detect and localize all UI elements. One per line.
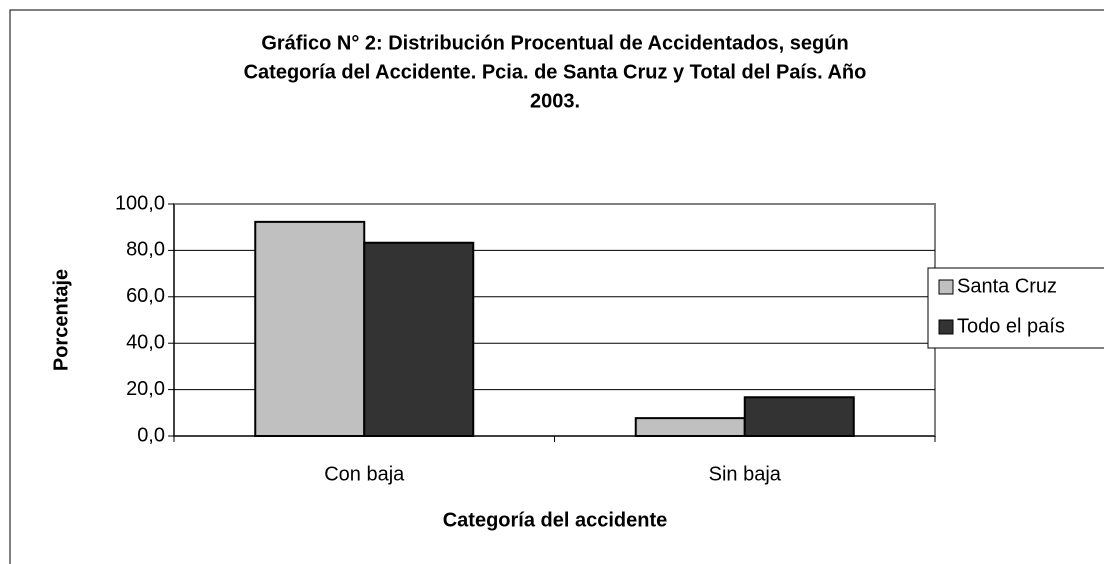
y-tick-label: 40,0 [126, 331, 165, 353]
chart-title: Categoría del Accidente. Pcia. de Santa … [244, 61, 867, 83]
bar [634, 417, 746, 437]
y-tick-label: 60,0 [126, 285, 165, 307]
legend-swatch [938, 279, 954, 295]
legend-label: Todo el país [957, 315, 1065, 337]
y-tick-label: 100,0 [115, 192, 165, 214]
x-tick-label: Con baja [324, 463, 405, 485]
bar [254, 220, 366, 437]
x-tick-label: Sin baja [709, 463, 782, 485]
y-axis-title: Porcentaje [50, 269, 72, 371]
legend-label: Santa Cruz [957, 275, 1057, 297]
y-tick-label: 20,0 [126, 378, 165, 400]
bar [743, 396, 855, 438]
y-tick-label: 80,0 [126, 239, 165, 261]
y-tick-label: 0,0 [137, 424, 165, 446]
bar [363, 241, 475, 437]
x-axis-title: Categoría del accidente [443, 509, 668, 531]
legend-box [927, 267, 1104, 349]
legend-swatch [938, 319, 954, 335]
chart-title: 2003. [530, 90, 580, 112]
chart-title: Gráfico N° 2: Distribución Procentual de… [261, 32, 848, 54]
